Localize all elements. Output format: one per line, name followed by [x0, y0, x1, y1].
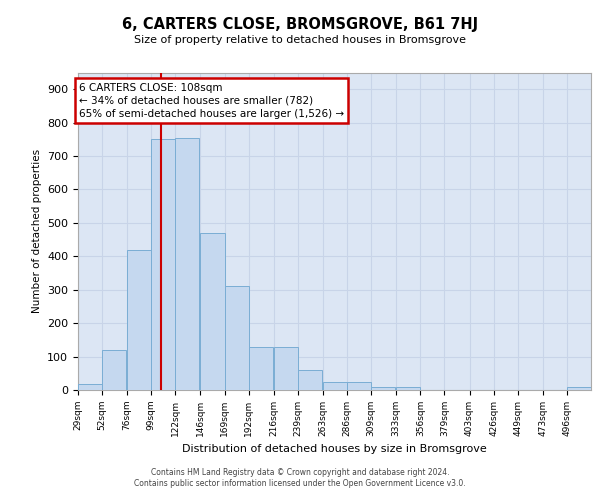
Bar	[102, 350, 126, 390]
Text: 6, CARTERS CLOSE, BROMSGROVE, B61 7HJ: 6, CARTERS CLOSE, BROMSGROVE, B61 7HJ	[122, 18, 478, 32]
Bar	[127, 250, 151, 390]
Bar	[567, 386, 591, 390]
Bar	[248, 346, 273, 390]
Bar	[323, 382, 347, 390]
Y-axis label: Number of detached properties: Number of detached properties	[32, 149, 41, 314]
Bar	[151, 140, 175, 390]
Text: Contains HM Land Registry data © Crown copyright and database right 2024.
Contai: Contains HM Land Registry data © Crown c…	[134, 468, 466, 487]
Bar	[224, 286, 248, 390]
Bar	[175, 138, 199, 390]
Text: Size of property relative to detached houses in Bromsgrove: Size of property relative to detached ho…	[134, 35, 466, 45]
Bar	[347, 382, 371, 390]
X-axis label: Distribution of detached houses by size in Bromsgrove: Distribution of detached houses by size …	[182, 444, 487, 454]
Bar	[298, 370, 322, 390]
Text: 6 CARTERS CLOSE: 108sqm
← 34% of detached houses are smaller (782)
65% of semi-d: 6 CARTERS CLOSE: 108sqm ← 34% of detache…	[79, 82, 344, 119]
Bar	[78, 384, 102, 390]
Bar	[396, 386, 421, 390]
Bar	[274, 346, 298, 390]
Bar	[371, 386, 395, 390]
Bar	[200, 233, 224, 390]
